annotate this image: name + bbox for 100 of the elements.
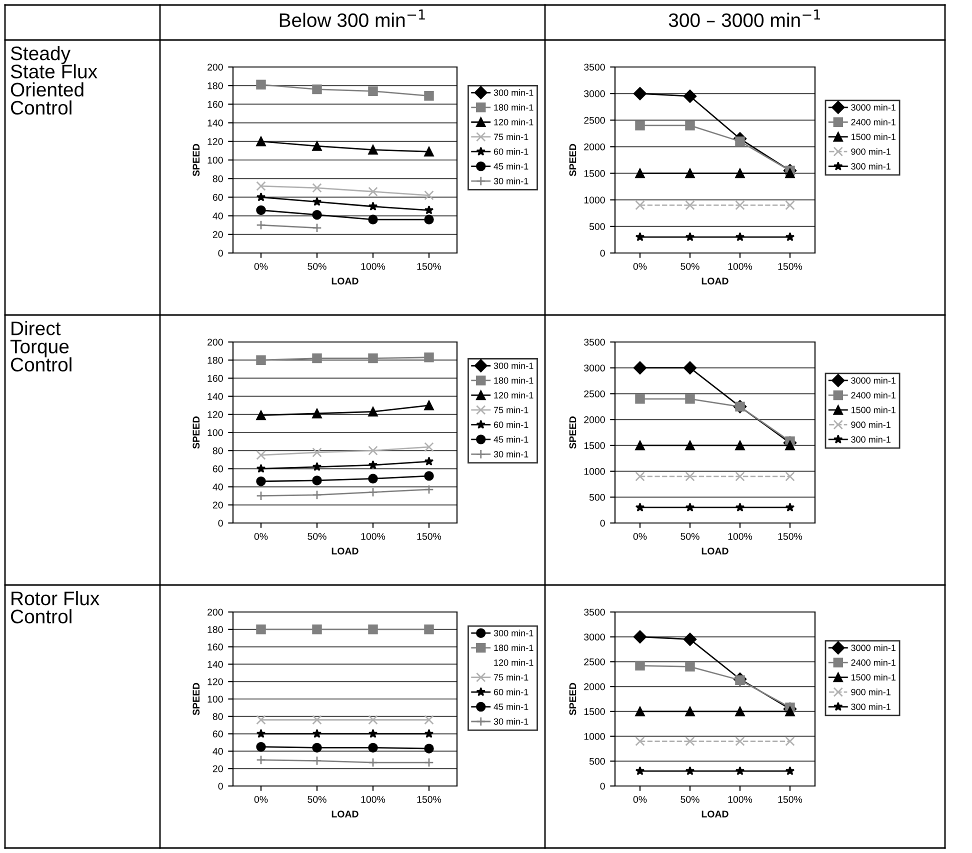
legend-label: 300 min-1 (851, 162, 890, 170)
point (256, 181, 266, 191)
point (256, 476, 266, 486)
x-tick-label: 100% (361, 532, 386, 540)
legend-label: 75 min-1 (494, 133, 528, 140)
legend-label: 60 min-1 (494, 421, 528, 428)
chart-title: Below 300 min$^{−1}$ (280, 10, 425, 28)
point (424, 715, 434, 725)
y-tick-label: 140 (208, 393, 223, 400)
legend-label: 30 min-1 (494, 718, 528, 725)
point (424, 205, 434, 214)
point (368, 202, 378, 211)
y-tick-label: 3500 (584, 338, 605, 346)
point (685, 706, 695, 716)
point (685, 440, 695, 450)
point (312, 728, 322, 738)
y-tick-label: 80 (212, 713, 223, 720)
point (256, 490, 266, 501)
legend-label: 300 min-1 (851, 436, 890, 443)
point (785, 502, 795, 512)
y-tick-label: 40 (212, 212, 223, 220)
point (256, 136, 266, 146)
point (735, 200, 745, 210)
x-tick-label: 0% (633, 262, 647, 270)
legend-label: 45 min-1 (494, 436, 528, 443)
point (635, 232, 645, 242)
point (685, 736, 695, 746)
legend-label: 60 min-1 (494, 688, 528, 696)
legend-label: 3000 min-1 (851, 644, 896, 652)
point (256, 450, 266, 460)
point (633, 86, 647, 100)
point (368, 446, 378, 456)
x-tick-label: 50% (308, 262, 326, 270)
point (256, 624, 266, 634)
y-tick-label: 100 (208, 156, 223, 164)
point (312, 490, 322, 500)
y-tick-label: 0 (218, 520, 223, 527)
point (256, 220, 266, 230)
point (635, 736, 645, 746)
y-tick-label: 1500 (584, 708, 605, 716)
y-tick-label: 0 (600, 250, 605, 257)
legend-label: 300 min-1 (494, 89, 534, 96)
x-tick-label: 150% (417, 532, 442, 540)
point (685, 120, 695, 130)
legend-label: 75 min-1 (494, 406, 528, 414)
point (312, 408, 322, 418)
point (312, 476, 322, 486)
point (368, 742, 378, 753)
x-tick-label: 150% (778, 262, 802, 270)
point (368, 487, 378, 498)
point (785, 168, 795, 178)
y-tick-label: 120 (208, 411, 223, 418)
x-axis-title: LOAD (332, 278, 358, 284)
point (683, 90, 697, 103)
y-tick-label: 2000 (584, 683, 605, 690)
y-tick-label: 0 (218, 782, 223, 790)
x-tick-label: 150% (778, 796, 802, 803)
point (685, 766, 695, 776)
x-tick-label: 100% (728, 532, 752, 540)
point (312, 624, 322, 634)
point (735, 472, 745, 482)
legend-label: 900 min-1 (851, 148, 890, 155)
point (635, 502, 645, 512)
x-tick-label: 0% (633, 532, 647, 540)
point (424, 146, 434, 156)
y-tick-label: 0 (600, 782, 605, 790)
y-tick-label: 40 (212, 748, 223, 755)
x-tick-label: 50% (308, 532, 326, 540)
point (685, 168, 695, 178)
point (735, 232, 745, 242)
y-tick-label: 60 (212, 465, 223, 472)
y-tick-label: 1000 (584, 468, 605, 475)
y-tick-label: 2000 (584, 143, 605, 150)
legend-label: 180 min-1 (494, 104, 534, 111)
legend-label: 300 min-1 (494, 362, 534, 369)
legend-label: 45 min-1 (494, 162, 528, 170)
point (633, 630, 647, 644)
point (424, 744, 434, 754)
point (635, 168, 645, 178)
point (633, 361, 647, 374)
point (312, 756, 322, 766)
legend-label: 180 min-1 (494, 644, 534, 652)
x-tick-label: 150% (417, 796, 442, 803)
point (368, 214, 378, 224)
y-tick-label: 180 (208, 82, 223, 90)
x-tick-label: 50% (680, 262, 700, 270)
x-tick-label: 150% (417, 262, 442, 270)
y-axis-title: SPEED (569, 416, 576, 449)
x-tick-label: 50% (680, 796, 700, 803)
y-axis-title: SPEED (192, 416, 200, 449)
point (368, 624, 378, 634)
legend-label: 2400 min-1 (851, 118, 896, 126)
point (635, 472, 645, 482)
y-tick-label: 3000 (584, 364, 605, 372)
legend-label: 30 min-1 (494, 178, 528, 184)
y-tick-label: 500 (589, 494, 605, 501)
x-tick-label: 0% (254, 532, 268, 540)
point (256, 192, 266, 202)
text: Rotor Flux Control (10, 591, 100, 624)
y-tick-label: 0 (218, 250, 223, 257)
